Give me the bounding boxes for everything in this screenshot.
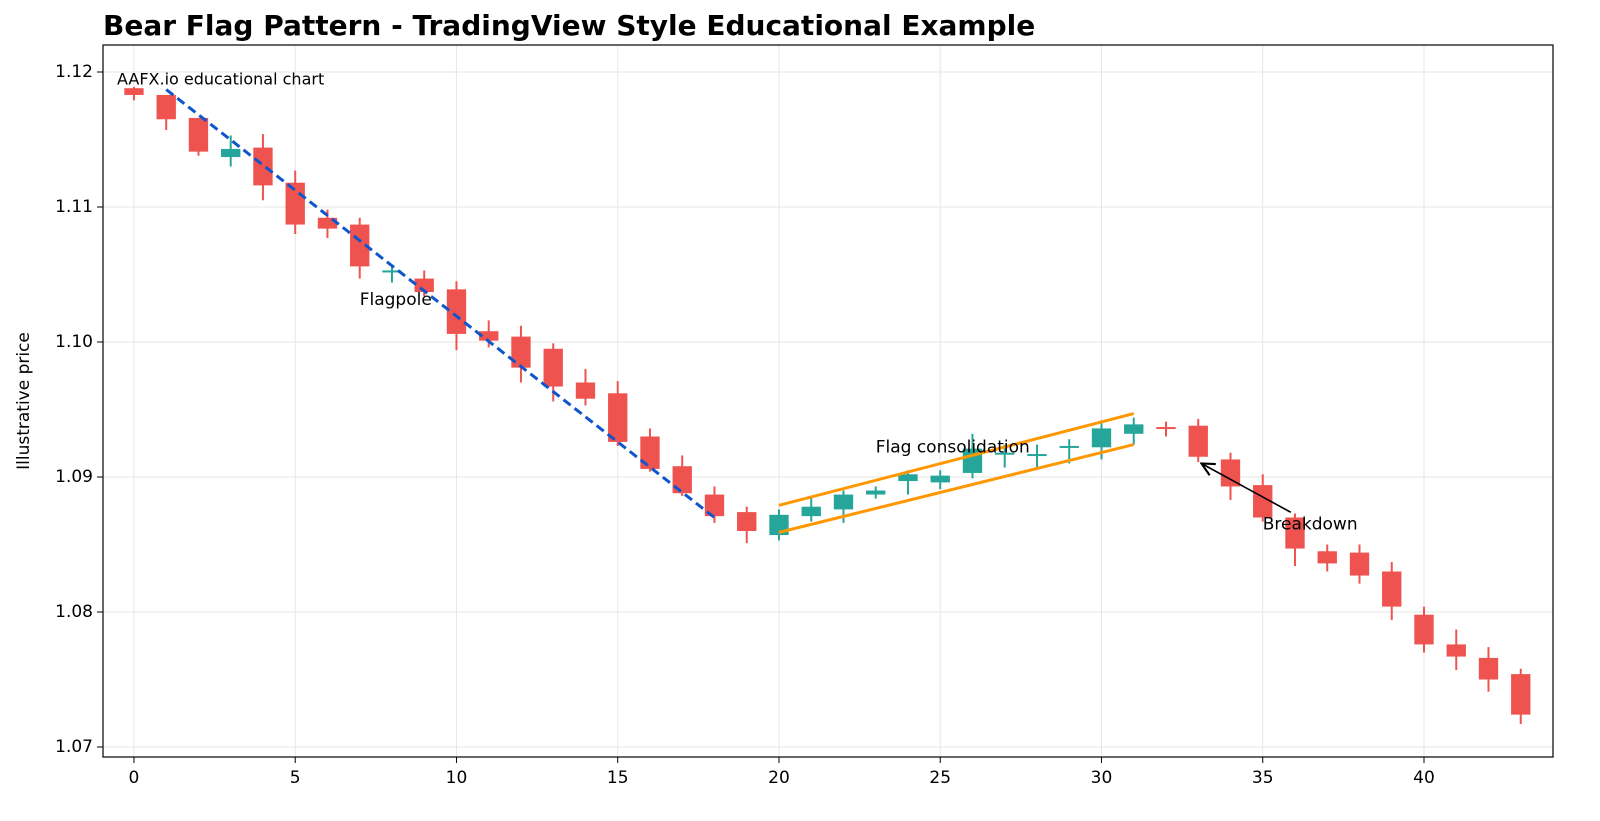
breakdown-label: Breakdown xyxy=(1263,514,1358,534)
candle-body xyxy=(156,94,176,120)
candle-body xyxy=(1059,445,1079,448)
x-tick-label: 0 xyxy=(129,768,140,788)
candle-body xyxy=(446,289,467,334)
y-tick-label: 1.07 xyxy=(55,737,93,757)
candle-body xyxy=(1511,674,1531,715)
candle-body xyxy=(640,436,660,469)
plot-area: Flagpole Flag consolidation Breakdown xyxy=(103,45,1553,757)
watermark: AAFX.io educational chart xyxy=(117,70,324,89)
candle-body xyxy=(995,452,1015,455)
candle-body xyxy=(737,512,757,532)
breakdown-arrow xyxy=(1201,464,1292,513)
flag-lower-line xyxy=(778,443,1135,534)
flag-label: Flag consolidation xyxy=(876,437,1030,457)
candle-body xyxy=(575,382,596,399)
candle-body xyxy=(188,117,209,152)
y-tick-label: 1.10 xyxy=(55,332,93,352)
candle-body xyxy=(930,475,950,483)
candle-body xyxy=(801,506,821,517)
x-tick-label: 25 xyxy=(929,768,951,788)
chart-title: Bear Flag Pattern - TradingView Style Ed… xyxy=(103,9,1035,42)
candle-body xyxy=(253,147,273,186)
candle-body xyxy=(479,331,499,341)
candle-body xyxy=(1478,657,1499,680)
flag-upper-line xyxy=(778,412,1135,507)
candle-body xyxy=(1091,428,1112,448)
candle-body xyxy=(382,270,402,273)
candle-body xyxy=(1253,485,1273,518)
candle-body xyxy=(1220,459,1241,487)
candle-body xyxy=(1027,454,1047,457)
flagpole-label: Flagpole xyxy=(360,290,432,310)
y-tick-label: 1.08 xyxy=(55,602,93,622)
candle-body xyxy=(1382,571,1402,607)
candle-body xyxy=(1285,517,1305,549)
y-tick-label: 1.09 xyxy=(55,467,93,487)
candle-body xyxy=(608,393,628,442)
x-tick-label: 35 xyxy=(1252,768,1274,788)
candle-body xyxy=(833,494,854,510)
candle-body xyxy=(1414,614,1434,645)
plot-frame xyxy=(102,44,1554,758)
x-tick-label: 15 xyxy=(607,768,629,788)
candle-body xyxy=(317,217,338,229)
x-tick-label: 20 xyxy=(768,768,790,788)
candle-body xyxy=(1317,551,1337,564)
candle-body xyxy=(866,490,886,495)
y-axis-label: Illustrative price xyxy=(14,332,34,470)
x-tick-label: 40 xyxy=(1413,768,1435,788)
candle-body xyxy=(1349,552,1370,576)
candle-body xyxy=(704,494,725,517)
candle-body xyxy=(1124,424,1144,434)
x-tick-label: 5 xyxy=(290,768,301,788)
candle-body xyxy=(124,88,144,95)
candle-body xyxy=(898,474,918,482)
candle-body xyxy=(1156,427,1176,430)
candle-body xyxy=(543,348,563,387)
candle-body xyxy=(672,466,692,494)
candle-body xyxy=(511,336,531,368)
y-tick-label: 1.12 xyxy=(55,62,93,82)
candle-body xyxy=(1446,644,1466,657)
candle-body xyxy=(1188,425,1208,457)
x-tick-label: 30 xyxy=(1091,768,1113,788)
candle-body xyxy=(221,148,241,158)
flagpole-line xyxy=(165,88,716,519)
x-tick-label: 10 xyxy=(446,768,468,788)
y-tick-label: 1.11 xyxy=(55,197,93,217)
